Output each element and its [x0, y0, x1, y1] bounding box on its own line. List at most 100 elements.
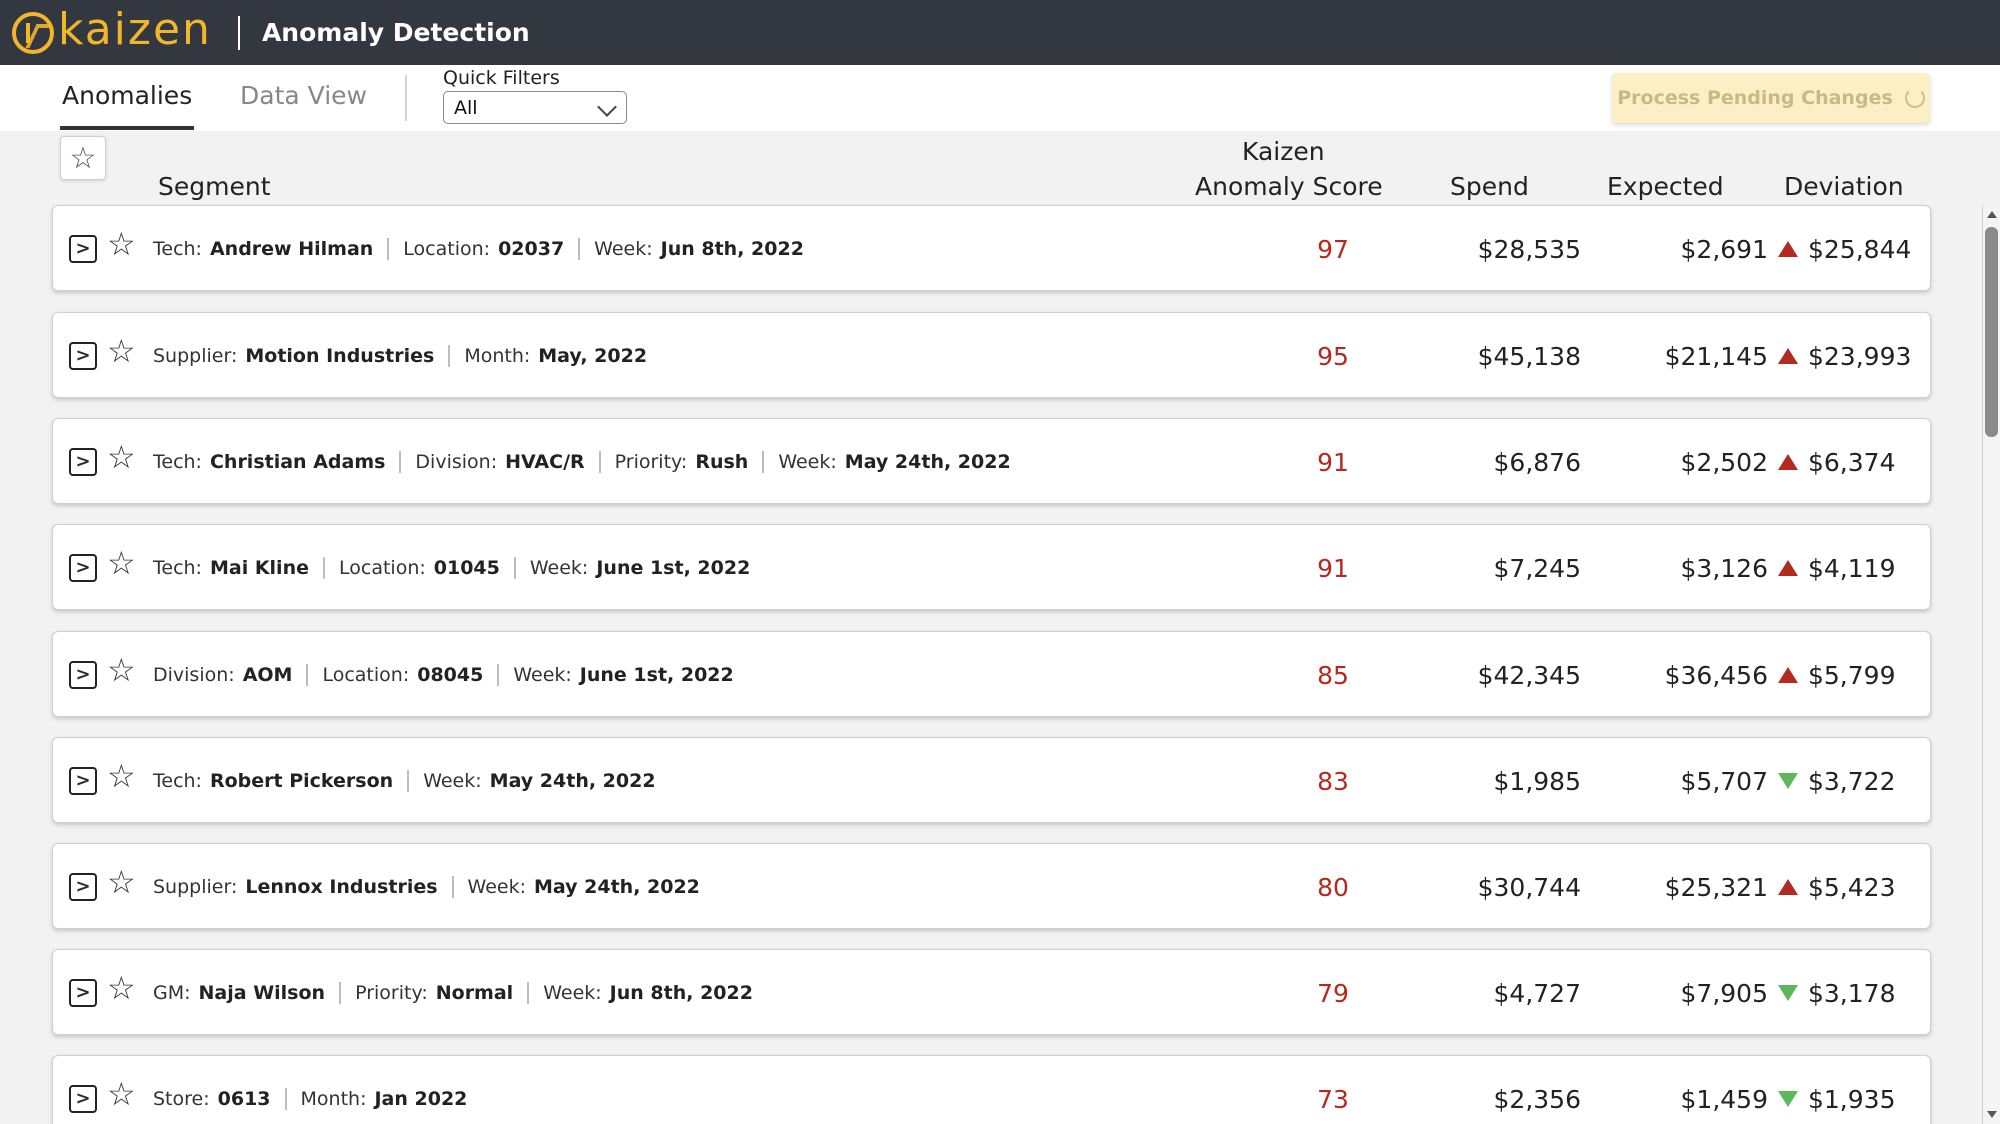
expand-row-button[interactable]: >: [69, 554, 97, 582]
segment-field: Week: June 1st, 2022: [513, 557, 764, 579]
anomaly-row[interactable]: > ☆ GM: Naja Wilson Priority: Normal Week: Jun …: [52, 949, 1931, 1035]
expected-value: $3,126: [1680, 553, 1768, 583]
segment-field: Tech: Mai Kline: [153, 557, 323, 579]
segment-description: GM: Naja Wilson Priority: Normal Week: Jun 8t…: [153, 950, 767, 1036]
anomaly-row[interactable]: > ☆ Store: 0613 Month: Jan 2022 73 $2,356 $1,459…: [52, 1055, 1931, 1124]
deviation-cell: $1,935: [1778, 1056, 1958, 1124]
segment-value: 01045: [433, 557, 500, 579]
deviation-cell: $4,119: [1778, 525, 1958, 611]
expand-row-button[interactable]: >: [69, 979, 97, 1007]
segment-field: Supplier: Motion Industries: [153, 345, 448, 367]
scroll-down-arrow-icon[interactable]: [1987, 1111, 1997, 1118]
segment-value: May 24th, 2022: [489, 770, 656, 792]
vertical-scrollbar[interactable]: [1982, 205, 2000, 1124]
scrollbar-thumb[interactable]: [1985, 227, 1998, 437]
segment-field: Week: May 24th, 2022: [407, 770, 669, 792]
segment-field: Supplier: Lennox Industries: [153, 876, 452, 898]
segment-value: Andrew Hilman: [209, 238, 374, 260]
anomaly-row[interactable]: > ☆ Tech: Mai Kline Location: 01045 Week: June …: [52, 524, 1931, 610]
deviation-value: $5,799: [1808, 660, 1896, 690]
deviation-cell: $25,844: [1778, 206, 1958, 292]
expand-row-button[interactable]: >: [69, 767, 97, 795]
segment-field: Priority: Normal: [339, 982, 527, 1004]
expand-row-button[interactable]: >: [69, 661, 97, 689]
column-header-deviation[interactable]: Deviation: [1784, 172, 1904, 201]
segment-field: Tech: Robert Pickerson: [153, 770, 407, 792]
favorite-star-icon[interactable]: ☆: [107, 757, 136, 795]
refresh-icon: [1904, 88, 1925, 108]
brand-logo[interactable]: kaizen: [12, 8, 212, 54]
spend-value: $4,727: [1493, 978, 1581, 1008]
segment-description: Tech: Robert Pickerson Week: May 24th, 2022: [153, 738, 670, 824]
arrow-up-icon: [1778, 348, 1798, 364]
favorite-star-icon[interactable]: ☆: [107, 969, 136, 1007]
expand-row-button[interactable]: >: [69, 873, 97, 901]
segment-description: Supplier: Lennox Industries Week: May 24th,…: [153, 844, 714, 930]
column-header-spend[interactable]: Spend: [1450, 172, 1529, 201]
segment-key: Month:: [300, 1088, 367, 1110]
segment-value: May 24th, 2022: [534, 876, 700, 898]
segment-value: Mai Kline: [209, 557, 309, 579]
anomaly-row[interactable]: > ☆ Tech: Andrew Hilman Location: 02037 Week: J…: [52, 205, 1931, 291]
segment-key: GM:: [153, 982, 191, 1004]
column-header-score-line1[interactable]: Kaizen: [1242, 137, 1325, 166]
segment-key: Week:: [423, 770, 482, 792]
expand-row-button[interactable]: >: [69, 1085, 97, 1113]
column-header-segment[interactable]: Segment: [158, 172, 271, 201]
anomaly-row[interactable]: > ☆ Supplier: Motion Industries Month: May, 2…: [52, 312, 1931, 398]
segment-value: Motion Industries: [245, 345, 435, 367]
segment-value: 08045: [417, 664, 484, 686]
chevron-right-icon: >: [75, 451, 91, 472]
expected-value: $5,707: [1680, 766, 1768, 796]
expand-row-button[interactable]: >: [69, 342, 97, 370]
deviation-cell: $23,993: [1778, 313, 1958, 399]
anomaly-score: 95: [1317, 341, 1349, 371]
expected-value: $1,459: [1680, 1084, 1768, 1114]
anomaly-row[interactable]: > ☆ Tech: Christian Adams Division: HVAC/R Pri…: [52, 418, 1931, 504]
favorite-star-icon[interactable]: ☆: [107, 651, 136, 689]
segment-key: Month:: [464, 345, 531, 367]
favorite-star-icon[interactable]: ☆: [107, 863, 136, 901]
segment-field: Division: HVAC/R: [399, 451, 598, 473]
arrow-up-icon: [1778, 560, 1798, 576]
segment-description: Division: AOM Location: 08045 Week: June 1st,…: [153, 632, 748, 718]
spend-value: $45,138: [1477, 341, 1581, 371]
chevron-right-icon: >: [75, 557, 91, 578]
segment-key: Store:: [153, 1088, 210, 1110]
expected-value: $25,321: [1664, 872, 1768, 902]
deviation-value: $6,374: [1808, 447, 1896, 477]
segment-field: Week: June 1st, 2022: [497, 664, 747, 686]
favorites-filter-button[interactable]: ☆: [60, 136, 106, 180]
kaizen-logo-icon: [12, 11, 54, 54]
expand-row-button[interactable]: >: [69, 448, 97, 476]
spend-value: $2,356: [1493, 1084, 1581, 1114]
column-header-expected[interactable]: Expected: [1607, 172, 1724, 201]
spend-value: $6,876: [1493, 447, 1581, 477]
expected-value: $36,456: [1664, 660, 1768, 690]
tab-anomalies[interactable]: Anomalies: [62, 81, 193, 110]
favorite-star-icon[interactable]: ☆: [107, 332, 136, 370]
spend-value: $1,985: [1493, 766, 1581, 796]
expand-row-button[interactable]: >: [69, 235, 97, 263]
segment-key: Tech:: [153, 451, 202, 473]
deviation-value: $3,178: [1808, 978, 1896, 1008]
anomaly-score: 85: [1317, 660, 1349, 690]
favorite-star-icon[interactable]: ☆: [107, 438, 136, 476]
tab-data-view[interactable]: Data View: [240, 81, 367, 110]
spend-value: $42,345: [1477, 660, 1581, 690]
process-pending-changes-button[interactable]: Process Pending Changes: [1612, 73, 1930, 123]
scroll-up-arrow-icon[interactable]: [1987, 211, 1997, 218]
anomaly-row[interactable]: > ☆ Division: AOM Location: 08045 Week: June 1s…: [52, 631, 1931, 717]
segment-description: Tech: Christian Adams Division: HVAC/R Prior…: [153, 419, 1025, 505]
column-header-score-line2[interactable]: Anomaly Score: [1195, 172, 1383, 201]
favorite-star-icon[interactable]: ☆: [107, 544, 136, 582]
active-tab-indicator: [60, 126, 194, 130]
quick-filters-select[interactable]: All: [443, 91, 627, 124]
chevron-right-icon: >: [75, 876, 91, 897]
favorite-star-icon[interactable]: ☆: [107, 1075, 136, 1113]
process-button-label: Process Pending Changes: [1617, 87, 1893, 109]
anomaly-row[interactable]: > ☆ Supplier: Lennox Industries Week: May 24t…: [52, 843, 1931, 929]
segment-value: Lennox Industries: [245, 876, 438, 898]
favorite-star-icon[interactable]: ☆: [107, 225, 136, 263]
anomaly-row[interactable]: > ☆ Tech: Robert Pickerson Week: May 24th, 20…: [52, 737, 1931, 823]
